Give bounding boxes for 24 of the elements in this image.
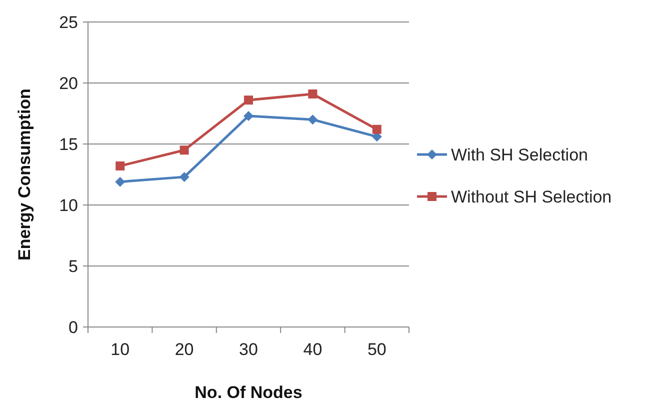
x-tick-label: 30 [239, 340, 258, 359]
x-axis-title: No. Of Nodes [194, 383, 302, 402]
y-tick-label: 0 [68, 318, 78, 337]
y-tick-label: 5 [68, 256, 78, 276]
point [244, 96, 253, 105]
point [115, 176, 126, 187]
point [372, 124, 382, 134]
x-tick-label: 10 [110, 340, 130, 359]
y-tick-label: 10 [59, 196, 78, 215]
point [116, 161, 125, 170]
point [308, 89, 318, 98]
y-tick-label: 25 [59, 12, 78, 32]
x-tick-label: 40 [303, 340, 322, 359]
legend-label: With SH Selection [451, 145, 588, 164]
y-tick-label: 20 [59, 74, 78, 93]
y-tick-label: 15 [59, 134, 78, 154]
point [180, 146, 189, 155]
x-tick-label: 20 [174, 340, 194, 359]
point [308, 114, 318, 125]
x-tick-label: 50 [367, 340, 386, 359]
y-axis-title: Energy Consumption [15, 88, 34, 260]
legend-label: Without SH Selection [451, 187, 612, 206]
point [244, 110, 254, 121]
point [179, 172, 190, 182]
